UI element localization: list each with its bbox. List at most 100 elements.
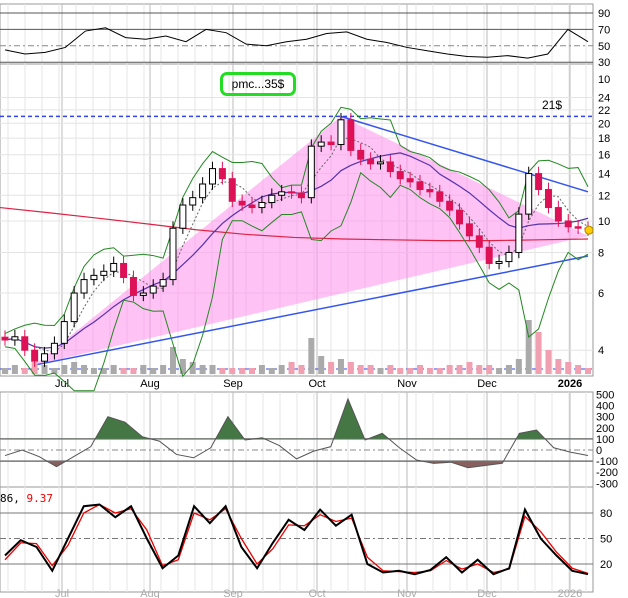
candle-body [297, 192, 305, 199]
candle-body [307, 145, 315, 199]
candle-body [376, 161, 384, 165]
cci-tick-label: 100 [596, 434, 614, 446]
cci-line [4, 397, 589, 469]
candle-body [209, 168, 217, 185]
volume-bar [90, 368, 97, 374]
candle-body [426, 189, 434, 193]
candle-body [90, 274, 98, 281]
volume-bar [308, 338, 315, 374]
volume-bar [466, 362, 473, 374]
volume-bar [209, 365, 216, 374]
x-tick-label: Dec [477, 378, 497, 390]
cci-tick-label: 400 [596, 401, 614, 413]
annotation-box-label: pmc...35$ [220, 72, 296, 96]
x-tick-label: Jul [55, 378, 69, 390]
candle-body [21, 336, 29, 351]
x-tick-label: 2026 [558, 378, 582, 390]
last-price-marker [584, 225, 594, 235]
x-tick-label: Aug [140, 378, 160, 390]
volume-bar [565, 362, 572, 374]
candle-body [327, 141, 335, 146]
price-tick-label: 24 [598, 93, 610, 105]
rsi-tick-label: 70 [598, 24, 610, 36]
volume-bar [347, 362, 354, 374]
ma50-line [4, 152, 589, 349]
volume-bar [51, 368, 58, 374]
volume-bar [446, 365, 453, 374]
candle-body [139, 292, 147, 296]
candle-body [60, 321, 68, 344]
x-tick-label-bottom: 2026 [558, 588, 582, 598]
candle-body [446, 200, 454, 211]
candle-body [535, 173, 543, 191]
volume-bar [81, 365, 88, 374]
x-tick-label-bottom: Aug [140, 588, 160, 598]
volume-bar [555, 359, 562, 374]
candle-body [416, 181, 424, 191]
stoch-tick-label: 20 [600, 559, 612, 571]
candle-body [70, 292, 78, 323]
volume-bar [31, 362, 38, 374]
volume-bar [456, 365, 463, 374]
x-tick-label: Sep [223, 378, 243, 390]
candle-body [50, 342, 58, 355]
price-tick-label: 14 [598, 169, 610, 181]
volume-bar [189, 362, 196, 374]
stoch-k-line [4, 503, 589, 576]
cci-tick-label: 300 [596, 412, 614, 424]
candle-body [436, 191, 444, 202]
volume-bar [100, 368, 107, 374]
stoch-tick-label: 80 [600, 508, 612, 520]
support-trendline [34, 255, 589, 366]
candle-body [515, 213, 523, 253]
candle-body [495, 261, 503, 264]
candle-body [456, 209, 464, 225]
candle-body [228, 178, 236, 202]
candle-body [278, 191, 286, 196]
x-tick-label-bottom: Sep [223, 588, 243, 598]
volume-bar [61, 365, 68, 374]
price-tick-label: 16 [598, 150, 610, 162]
x-tick-label: Nov [397, 378, 417, 390]
resistance-label: 21$ [542, 98, 563, 112]
candle-body [475, 235, 483, 248]
volume-bar [328, 362, 335, 374]
candle-body [347, 119, 355, 151]
candle-body [288, 191, 296, 194]
volume-bar [179, 359, 186, 374]
volume-bar [496, 368, 503, 374]
volume-bar [278, 365, 285, 374]
candle-body [544, 189, 552, 209]
candle-body [317, 141, 325, 147]
volume-bar [486, 365, 493, 374]
price-tick-label: 4 [598, 345, 604, 357]
cci-positive-fill [5, 398, 588, 439]
stoch-legend: 86, 9.37 [0, 492, 53, 505]
candle-body [238, 200, 246, 206]
x-tick-label-bottom: Jul [55, 588, 69, 598]
candle-body [218, 168, 226, 180]
candle-body [337, 119, 345, 146]
x-tick-label-bottom: Dec [477, 588, 497, 598]
candle-body [268, 194, 276, 204]
volume-bar [407, 368, 414, 374]
volume-bar [515, 359, 522, 374]
volume-bar [110, 365, 117, 374]
candle-body [465, 223, 473, 237]
volume-bar [417, 365, 424, 374]
candle-body [169, 227, 177, 281]
candle-body [199, 183, 207, 199]
volume-bar [41, 365, 48, 374]
price-tick-label: 10 [598, 216, 610, 228]
volume-bar [426, 368, 433, 374]
cci-tick-label: 500 [596, 390, 614, 402]
rsi-line [4, 27, 589, 59]
x-tick-label: Oct [308, 378, 325, 390]
candle-body [129, 276, 137, 296]
volume-bar [397, 368, 404, 374]
volume-bar [387, 365, 394, 374]
candle-body [386, 161, 394, 173]
volume-bar [140, 365, 147, 374]
